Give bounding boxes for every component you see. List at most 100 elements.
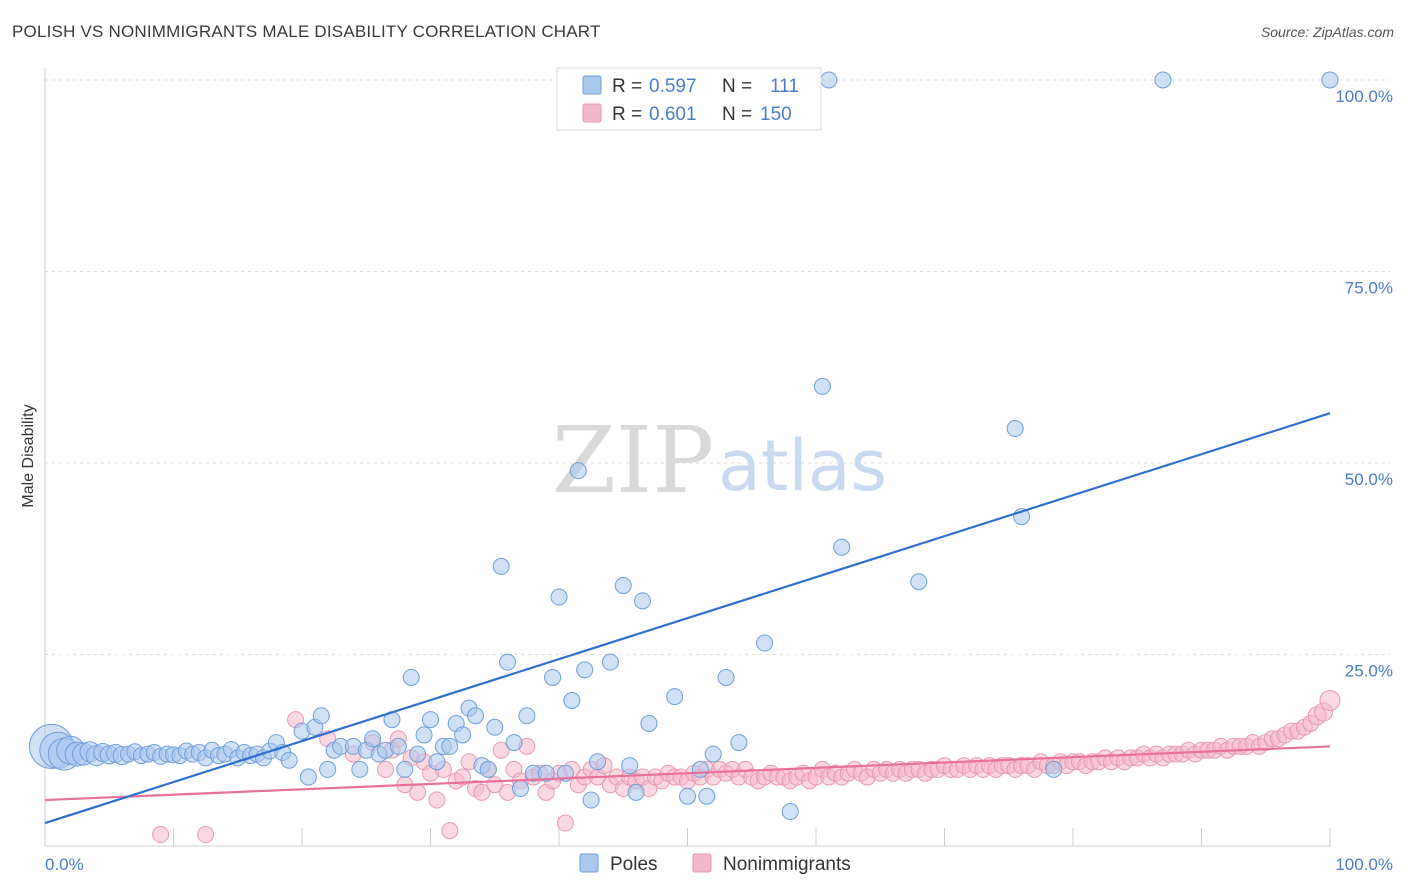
nonimmigrants-point-18 [454,768,472,786]
poles-point-90 [679,787,696,805]
nonimmigrants-trend-line [44,745,1331,802]
poles-point-60 [441,737,459,755]
poles-point-64 [466,707,484,725]
poles-point-80 [576,661,594,679]
poles-point-101 [910,573,928,591]
poles-point-70 [505,734,523,752]
poles-point-83 [601,653,619,671]
poles-point-78 [563,691,581,709]
nonimmigrants-point-1 [197,826,215,844]
legend-n-label-nonimmigrants: N = [722,104,752,125]
poles-points [28,71,1339,821]
poles-point-86 [627,783,645,801]
nonimmigrants-point-24 [492,741,510,759]
poles-point-48 [364,730,382,748]
legend-n-value-nonimmigrants: 150 [760,104,792,125]
poles-point-72 [518,707,536,725]
nonimmigrants-point-11 [409,783,427,801]
poles-point-69 [499,653,517,671]
poles-point-81 [582,791,600,809]
poles-point-66 [479,760,497,778]
legend-swatch-poles [582,75,602,95]
trend-lines [44,412,1331,825]
legend-series: Poles Nonimmigrants [579,853,851,875]
poles-point-76 [550,588,568,606]
poles-trend-line [44,412,1331,825]
legend-swatch-nonimmigrants [582,103,602,123]
poles-point-96 [756,634,774,652]
poles-point-62 [454,726,472,744]
poles-point-87 [634,592,652,610]
poles-point-57 [422,711,439,729]
nonimmigrants-point-16 [441,822,459,840]
poles-point-67 [486,718,504,736]
y-tick-label-3: 100.0% [1335,87,1393,106]
nonimmigrants-point-153 [1319,689,1341,711]
y-tick-label-1: 50.0% [1345,470,1393,489]
poles-point-55 [409,745,427,763]
watermark-zip: ZIP [552,407,714,514]
poles-point-89 [666,688,684,706]
poles-point-88 [640,714,658,732]
poles-point-41 [312,707,330,725]
poles-point-74 [537,764,555,782]
poles-point-105 [1154,71,1172,89]
legend-n-value-poles: 111 [770,76,799,97]
y-tick-labels: 25.0% 50.0% 75.0% 100.0% [1335,87,1393,681]
source-credit: Source: ZipAtlas.com [1260,24,1394,40]
poles-point-53 [396,760,414,778]
poles-point-98 [813,377,831,395]
poles-point-52 [389,737,407,755]
nonimmigrants-point-14 [428,791,446,809]
poles-point-75 [544,668,562,686]
legend-poles-label: Poles [610,854,658,875]
legend-nonimmigrants-label: Nonimmigrants [723,854,851,875]
poles-point-104 [1045,760,1063,778]
y-tick-label-0: 25.0% [1345,662,1393,681]
poles-point-106 [1321,71,1339,89]
legend-r-label-poles: R = [612,76,642,97]
poles-point-56 [415,726,433,744]
poles-point-94 [717,668,735,686]
poles-point-85 [621,757,639,775]
x-tick-label-0: 0.0% [45,855,84,874]
watermark-atlas: atlas [718,425,887,507]
poles-point-68 [492,557,510,575]
x-tick-labels: 0.0% 100.0% [45,855,1393,874]
y-axis-label: Male Disability [20,404,37,507]
poles-point-79 [569,462,587,480]
legend-nonimmigrants-swatch [692,853,712,873]
grid-lines [45,79,1390,655]
legend-stats: R = 0.597 N = 111 R = 0.601 N = 150 [556,67,822,131]
poles-point-97 [781,803,799,821]
chart-title: POLISH VS NONIMMIGRANTS MALE DISABILITY … [12,22,601,41]
poles-point-39 [299,768,317,786]
legend-n-label-poles: N = [722,76,752,97]
legend-poles-swatch [579,853,599,873]
poles-point-54 [402,668,420,686]
nonimmigrants-point-0 [152,826,170,844]
nonimmigrants-point-34 [556,814,574,832]
poles-point-58 [428,753,446,771]
legend-r-value-nonimmigrants: 0.601 [649,104,697,125]
legend-r-label-nonimmigrants: R = [612,104,642,125]
poles-point-102 [1006,420,1024,438]
nonimmigrants-point-6 [377,760,395,778]
axes [44,68,1331,847]
poles-point-92 [698,787,716,805]
legend-r-value-poles: 0.597 [649,76,697,97]
nonimmigrants-point-21 [473,783,491,801]
poles-point-84 [614,577,632,595]
poles-point-37 [280,751,298,769]
poles-point-95 [730,734,748,752]
poles-point-46 [351,760,369,778]
poles-point-99 [820,71,838,89]
poles-point-93 [704,745,722,763]
poles-point-82 [589,753,607,771]
poles-point-100 [833,538,851,556]
y-tick-label-2: 75.0% [1345,279,1393,298]
poles-point-71 [511,780,529,798]
poles-point-42 [319,760,337,778]
x-tick-label-1: 100.0% [1335,855,1393,874]
